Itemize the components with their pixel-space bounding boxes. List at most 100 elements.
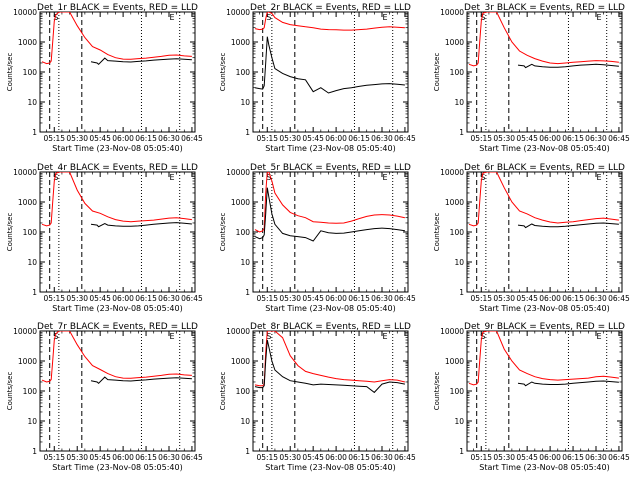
- plot-frame: [253, 331, 408, 451]
- x-tick-label: 05:15: [43, 134, 65, 143]
- y-tick-label: 1000: [18, 357, 37, 366]
- x-tick-label: 05:15: [470, 134, 492, 143]
- y-tick-label: 1: [459, 128, 464, 137]
- y-tick-label: 1000: [445, 357, 464, 366]
- y-tick-label: 1000: [445, 198, 464, 207]
- x-tick-label: 06:30: [585, 134, 607, 143]
- y-tick-label: 1: [245, 128, 250, 137]
- y-axis-label: Counts/sec: [219, 53, 227, 92]
- x-tick-label: 06:15: [135, 453, 157, 462]
- y-tick-label: 10000: [13, 8, 37, 17]
- y-tick-label: 10000: [226, 327, 250, 336]
- y-tick-label: 100: [236, 387, 251, 396]
- x-tick-label: 06:15: [562, 453, 584, 462]
- x-tick-label: 05:45: [89, 294, 111, 303]
- x-tick-label: 06:30: [158, 294, 180, 303]
- panel-4: Det_4r BLACK = Events, RED = LLD11010010…: [6, 163, 203, 313]
- y-tick-label: 100: [23, 387, 38, 396]
- y-axis-label: Counts/sec: [433, 213, 441, 252]
- y-tick-label: 100: [450, 68, 465, 77]
- x-tick-label: 06:30: [158, 134, 180, 143]
- plot-frame: [253, 172, 408, 292]
- y-tick-label: 10000: [13, 327, 37, 336]
- x-tick-label: 06:45: [608, 134, 630, 143]
- y-tick-label: 1000: [18, 198, 37, 207]
- panel-5: Det_5r BLACK = Events, RED = LLD11010010…: [219, 163, 416, 313]
- x-tick-label: 05:15: [470, 453, 492, 462]
- plot-frame: [40, 12, 195, 132]
- y-tick-label: 1: [459, 288, 464, 297]
- marker-label-e: E: [597, 173, 602, 182]
- x-tick-label: 06:45: [394, 453, 416, 462]
- x-tick-label: 06:30: [371, 294, 393, 303]
- y-axis-label: Counts/sec: [433, 53, 441, 92]
- y-tick-label: 10: [454, 98, 464, 107]
- y-tick-label: 10000: [13, 168, 37, 177]
- y-tick-label: 1: [32, 447, 37, 456]
- y-tick-label: 10: [240, 258, 250, 267]
- x-tick-label: 05:15: [256, 134, 278, 143]
- y-tick-label: 1: [32, 128, 37, 137]
- x-axis-label: Start Time (23-Nov-08 05:05:40): [265, 304, 395, 313]
- x-tick-label: 05:45: [89, 453, 111, 462]
- x-axis-label: Start Time (23-Nov-08 05:05:40): [52, 304, 182, 313]
- plot-frame: [467, 172, 622, 292]
- y-tick-label: 1000: [445, 38, 464, 47]
- x-tick-label: 06:45: [181, 453, 203, 462]
- x-tick-label: 06:15: [348, 134, 370, 143]
- x-tick-label: 05:30: [279, 134, 301, 143]
- x-tick-label: 06:30: [371, 453, 393, 462]
- x-tick-label: 06:45: [608, 453, 630, 462]
- events-line: [518, 64, 619, 67]
- plot-frame: [40, 172, 195, 292]
- y-tick-label: 1: [245, 288, 250, 297]
- x-tick-label: 05:30: [279, 453, 301, 462]
- x-tick-label: 05:30: [66, 453, 88, 462]
- x-tick-label: 06:00: [112, 453, 134, 462]
- x-tick-label: 06:00: [112, 134, 134, 143]
- x-tick-label: 05:15: [470, 294, 492, 303]
- x-tick-label: 05:15: [256, 294, 278, 303]
- marker-label-e: E: [597, 332, 602, 341]
- x-tick-label: 05:15: [256, 453, 278, 462]
- x-tick-label: 06:45: [394, 134, 416, 143]
- x-axis-label: Start Time (23-Nov-08 05:05:40): [265, 463, 395, 472]
- marker-label-e: E: [170, 332, 175, 341]
- y-tick-label: 10: [27, 98, 37, 107]
- y-axis-label: Counts/sec: [6, 53, 14, 92]
- y-tick-label: 1000: [18, 38, 37, 47]
- marker-label-e: E: [383, 13, 388, 22]
- x-tick-label: 06:30: [371, 134, 393, 143]
- plot-frame: [467, 12, 622, 132]
- x-tick-label: 05:30: [493, 134, 515, 143]
- y-tick-label: 10: [27, 258, 37, 267]
- y-tick-label: 10: [27, 417, 37, 426]
- x-tick-label: 06:15: [562, 294, 584, 303]
- x-tick-label: 05:45: [89, 134, 111, 143]
- x-axis-label: Start Time (23-Nov-08 05:05:40): [52, 463, 182, 472]
- y-tick-label: 10000: [440, 168, 464, 177]
- y-axis-label: Counts/sec: [219, 372, 227, 411]
- y-axis-label: Counts/sec: [6, 372, 14, 411]
- x-axis-label: Start Time (23-Nov-08 05:05:40): [265, 144, 395, 153]
- x-tick-label: 06:00: [325, 294, 347, 303]
- events-line: [255, 340, 405, 392]
- x-axis-label: Start Time (23-Nov-08 05:05:40): [479, 144, 609, 153]
- x-tick-label: 06:00: [539, 453, 561, 462]
- x-axis-label: Start Time (23-Nov-08 05:05:40): [479, 463, 609, 472]
- x-tick-label: 06:15: [562, 134, 584, 143]
- x-tick-label: 06:45: [394, 294, 416, 303]
- panel-2: Det_2r BLACK = Events, RED = LLD11010010…: [219, 3, 416, 153]
- x-tick-label: 06:30: [585, 453, 607, 462]
- panel-7: Det_7r BLACK = Events, RED = LLD11010010…: [6, 322, 203, 472]
- x-tick-label: 06:45: [608, 294, 630, 303]
- y-tick-label: 10: [454, 417, 464, 426]
- y-tick-label: 100: [23, 228, 38, 237]
- x-tick-label: 06:15: [348, 453, 370, 462]
- y-tick-label: 1: [459, 447, 464, 456]
- marker-label-e: E: [597, 13, 602, 22]
- x-tick-label: 05:45: [516, 453, 538, 462]
- panel-6: Det_6r BLACK = Events, RED = LLD 1 10 100 10…: [433, 163, 630, 313]
- x-tick-label: 06:45: [181, 294, 203, 303]
- x-tick-label: 05:30: [66, 294, 88, 303]
